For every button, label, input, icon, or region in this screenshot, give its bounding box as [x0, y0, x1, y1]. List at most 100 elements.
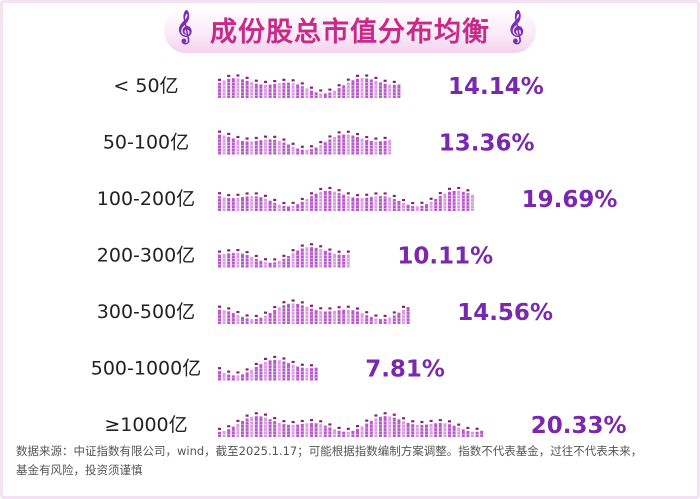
- bar-stripe: [241, 151, 244, 153]
- bar-row: < 50亿 14.14%: [113, 74, 543, 100]
- bar-stripe: [319, 314, 323, 316]
- bar-stripe: [218, 201, 221, 203]
- bar-stripe: [291, 95, 295, 96]
- bar-stripe: [365, 321, 369, 322]
- bar-stripe: [346, 261, 350, 262]
- bar-stripe: [379, 424, 382, 426]
- bar-peak: [254, 412, 258, 415]
- bar-segment: [231, 138, 235, 155]
- bar-peak: [383, 314, 387, 318]
- bar-stripe: [374, 434, 378, 435]
- bar-stripe: [264, 430, 267, 432]
- bar-stripe: [218, 138, 221, 140]
- bar-peak: [227, 249, 231, 252]
- bar-stripe: [305, 314, 309, 316]
- bar-stripe: [374, 91, 378, 93]
- bar-stripe: [342, 261, 346, 262]
- bar-segment: [314, 147, 318, 155]
- bar-stripe: [342, 434, 346, 435]
- bar-stripe: [379, 95, 382, 96]
- bar-stripe: [379, 208, 382, 209]
- bar-stripe: [268, 208, 272, 209]
- bar-peak: [227, 194, 231, 197]
- bar-stripe: [360, 91, 364, 93]
- bar-stripe: [236, 430, 240, 432]
- bar-peak: [300, 244, 304, 247]
- bar-stripe: [250, 198, 254, 200]
- bar-stripe: [245, 208, 249, 209]
- bar-segment: [448, 424, 451, 437]
- bar-stripe: [282, 85, 286, 87]
- bar-peak: [264, 258, 267, 261]
- bar-stripe: [273, 95, 277, 96]
- bar-peak: [227, 74, 231, 78]
- bar-stripe: [351, 151, 355, 153]
- bar-peak: [227, 132, 231, 136]
- bar-segment: [319, 145, 323, 155]
- bar-stripe: [333, 148, 336, 149]
- bar-stripe: [245, 434, 249, 435]
- bar-stripe: [245, 258, 249, 259]
- bar-peak: [245, 414, 249, 417]
- bar-segment: [241, 374, 244, 381]
- bar-peak: [466, 426, 470, 430]
- bar-stripe: [314, 151, 318, 153]
- bar-stripe: [328, 198, 332, 200]
- bar-peak: [300, 82, 304, 85]
- bar-segment: [264, 84, 267, 98]
- bar-stripe: [342, 138, 346, 140]
- bar-segment: [277, 140, 281, 155]
- bar-stripe: [314, 377, 318, 379]
- bar-peak: [411, 420, 415, 423]
- bar-stripe: [443, 434, 447, 435]
- bar-stripe: [443, 208, 447, 209]
- bar-stripe: [374, 424, 378, 426]
- bar-stripe: [383, 88, 387, 90]
- bar-stripe: [356, 148, 359, 149]
- bar-row: 500-1000亿 7.81%: [91, 355, 445, 383]
- bar-peak: [300, 145, 304, 148]
- bar-segment: [259, 317, 263, 324]
- bar-stripe: [392, 91, 396, 93]
- title-pill: 𝄞 成份股总市值分布均衡 𝄞: [164, 8, 536, 53]
- bar-segment: [406, 204, 410, 211]
- bar-stripe: [457, 195, 461, 196]
- bar-stripe: [282, 317, 286, 319]
- bar-stripe: [392, 430, 396, 432]
- bar-segment: [305, 423, 309, 437]
- bar-stripe: [369, 82, 373, 83]
- bar-stripe: [342, 317, 346, 319]
- bar-stripe: [356, 321, 359, 322]
- bar-stripe: [277, 321, 281, 322]
- bar-stripe: [369, 208, 373, 209]
- bar-stripe: [291, 311, 295, 313]
- bar-stripe: [250, 374, 254, 375]
- bar-stripe: [351, 145, 355, 146]
- bar-stripe: [300, 261, 304, 262]
- bar-stripe: [305, 377, 309, 379]
- bar-segment: [310, 308, 313, 324]
- bar-segment: [287, 144, 290, 155]
- bar-stripe: [250, 151, 254, 153]
- bar-stripe: [448, 195, 451, 196]
- bar-peak: [337, 189, 341, 192]
- bar-stripe: [287, 85, 290, 87]
- bar-stripe: [268, 427, 272, 429]
- bar-peak: [218, 250, 221, 253]
- bar-stripe: [296, 308, 300, 309]
- bar-stripe: [236, 377, 240, 379]
- bar-segment: [471, 194, 474, 211]
- bar-stripe: [250, 88, 254, 90]
- bar-stripe: [259, 264, 263, 266]
- bar-peak: [365, 74, 369, 77]
- bar-stripe: [333, 321, 336, 322]
- bar-stripe: [351, 148, 355, 149]
- bar-stripe: [310, 151, 313, 153]
- bar-stripe: [328, 258, 332, 259]
- bar-stripe: [314, 208, 318, 209]
- bar-peak: [291, 79, 295, 82]
- bar-stripe: [360, 321, 364, 322]
- bar-stripe: [333, 314, 336, 316]
- bar-stripe: [369, 204, 373, 206]
- bar-stripe: [466, 434, 470, 435]
